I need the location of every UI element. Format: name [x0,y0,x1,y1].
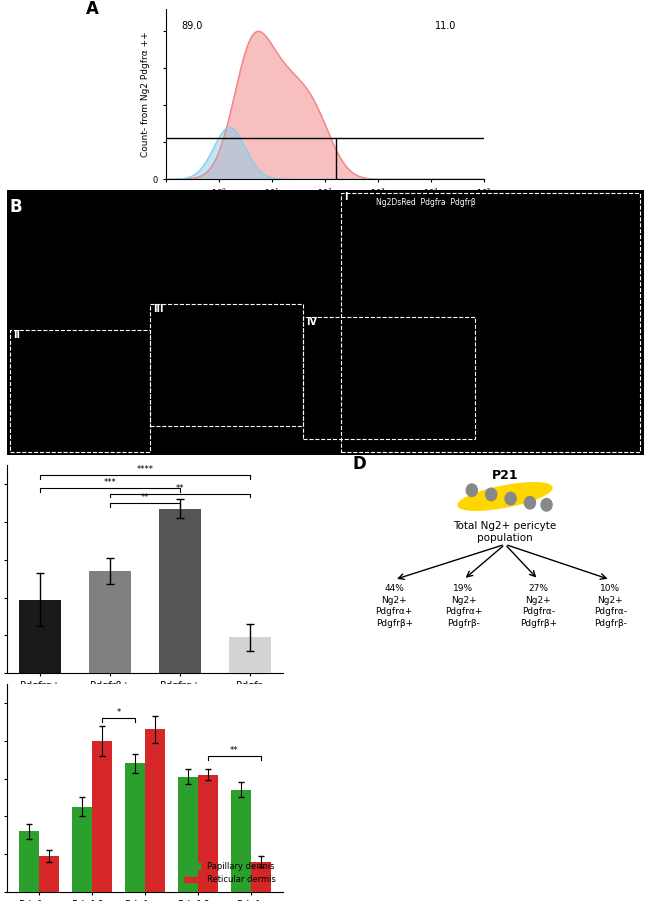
Bar [251,861,271,892]
Bar [92,741,112,892]
Text: 10%
Ng2+
Pdgfrα-
Pdgfrβ-: 10% Ng2+ Pdgfrα- Pdgfrβ- [593,584,627,628]
Text: 19%
Ng2+
Pdgfrα+
Pdgfrβ-: 19% Ng2+ Pdgfrα+ Pdgfrβ- [445,584,482,628]
Text: IV: IV [306,317,317,327]
Bar [231,790,251,892]
Bar [72,807,92,892]
Bar [89,571,131,673]
Bar [159,509,201,673]
Ellipse shape [525,496,536,509]
Bar [177,777,198,892]
Text: 27%
Ng2+
Pdgfrα-
Pdgfrβ+: 27% Ng2+ Pdgfrα- Pdgfrβ+ [520,584,557,628]
Text: *: * [116,708,121,717]
X-axis label: Pdgfrβ: Pdgfrβ [307,205,343,214]
Text: Ng2DsRed  Pdgfra  Pdgfrβ: Ng2DsRed Pdgfra Pdgfrβ [376,198,476,207]
Y-axis label: Count- from Ng2 Pdgfrα ++: Count- from Ng2 Pdgfrα ++ [141,32,150,157]
Text: **: ** [141,493,150,502]
Text: **: ** [230,746,239,755]
Text: B: B [10,198,22,216]
Text: III: III [153,304,164,314]
Text: A: A [86,1,99,19]
Ellipse shape [505,492,516,505]
Ellipse shape [486,488,497,501]
Text: ****: **** [136,465,153,474]
Text: Total Ng2+ pericyte
population: Total Ng2+ pericyte population [454,522,556,543]
Ellipse shape [541,498,552,511]
Legend: Papillary dermis, Reticular dermis: Papillary dermis, Reticular dermis [181,859,280,887]
Text: II: II [13,330,20,341]
Text: ***: *** [103,478,116,487]
Ellipse shape [458,483,552,510]
Text: 44%
Ng2+
Pdgfrα+
Pdgfrβ+: 44% Ng2+ Pdgfrα+ Pdgfrβ+ [376,584,413,628]
Text: 11.0: 11.0 [436,21,457,31]
Ellipse shape [466,484,477,496]
Bar [198,775,218,892]
Text: P21: P21 [491,469,518,482]
Text: D: D [353,455,367,473]
Text: 89.0: 89.0 [182,21,203,31]
Bar [229,637,271,673]
Bar [145,729,165,892]
Bar [39,856,59,892]
Bar [19,832,39,892]
Text: I: I [344,193,348,203]
Bar [125,763,145,892]
Bar [19,599,61,673]
Text: **: ** [176,484,184,493]
